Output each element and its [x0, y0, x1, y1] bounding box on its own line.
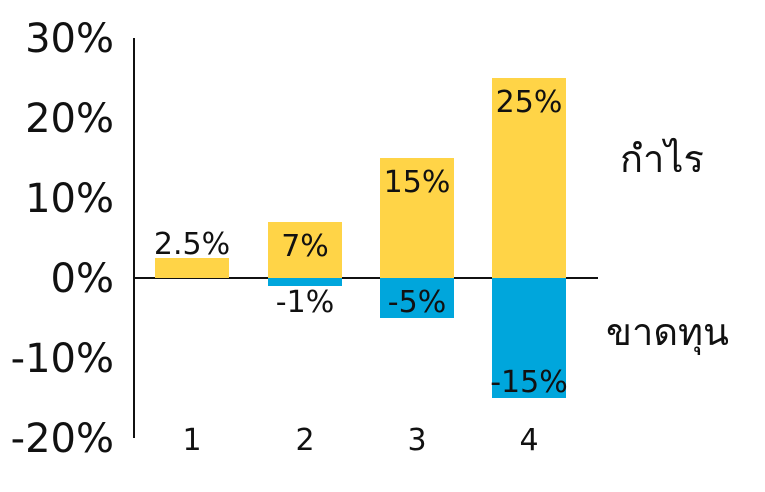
loss-bar — [492, 278, 566, 398]
y-tick-label: 20% — [25, 96, 114, 142]
profit-bar — [380, 158, 454, 278]
profit-annotation: กำไร — [620, 137, 704, 181]
x-tick-label: 2 — [295, 423, 314, 458]
data-label: 25% — [496, 85, 563, 120]
profit-bar — [268, 222, 342, 278]
data-label: -15% — [490, 365, 568, 400]
x-tick-label: 4 — [519, 423, 538, 458]
data-label: -1% — [276, 285, 334, 320]
y-tick-labels: 30% 20% 10% 0% -10% -20% — [11, 16, 114, 462]
loss-annotation: ขาดทุน — [606, 310, 729, 355]
y-tick-label: -10% — [11, 336, 114, 382]
profit-bar — [492, 78, 566, 278]
y-tick-label: 0% — [51, 256, 114, 302]
loss-bar — [268, 278, 342, 286]
bars: 2.5% 7% -1% 15% -5% 25% -15% — [154, 78, 568, 400]
x-tick-label: 3 — [407, 423, 426, 458]
profit-bar — [155, 258, 229, 278]
x-tick-labels: 1 2 3 4 — [182, 423, 538, 458]
y-tick-label: 10% — [25, 176, 114, 222]
y-tick-label: 30% — [25, 16, 114, 62]
data-label: 15% — [384, 165, 451, 200]
data-label: -5% — [388, 285, 446, 320]
y-tick-label: -20% — [11, 416, 114, 462]
data-label: 2.5% — [154, 227, 230, 262]
data-label: 7% — [281, 229, 329, 264]
loss-bar — [380, 278, 454, 318]
x-tick-label: 1 — [182, 423, 201, 458]
